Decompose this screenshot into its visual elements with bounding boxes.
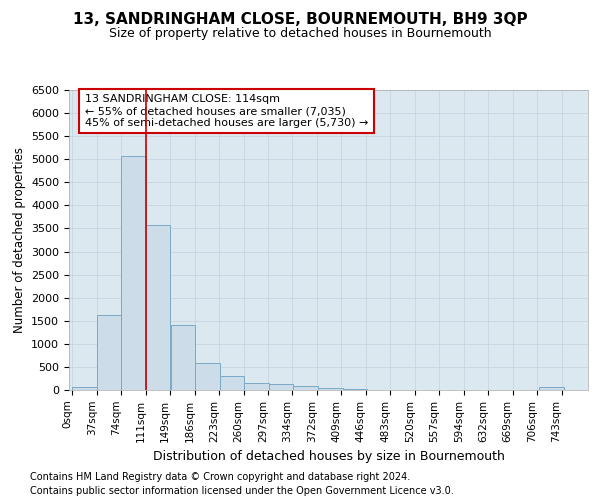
X-axis label: Distribution of detached houses by size in Bournemouth: Distribution of detached houses by size …: [152, 450, 505, 463]
Bar: [195, 363, 220, 390]
Bar: [318, 388, 343, 390]
Text: Size of property relative to detached houses in Bournemouth: Size of property relative to detached ho…: [109, 28, 491, 40]
Text: Contains HM Land Registry data © Crown copyright and database right 2024.: Contains HM Land Registry data © Crown c…: [30, 472, 410, 482]
Text: 13 SANDRINGHAM CLOSE: 114sqm
← 55% of detached houses are smaller (7,035)
45% of: 13 SANDRINGHAM CLOSE: 114sqm ← 55% of de…: [85, 94, 368, 128]
Y-axis label: Number of detached properties: Number of detached properties: [13, 147, 26, 333]
Bar: [343, 388, 367, 390]
Text: 13, SANDRINGHAM CLOSE, BOURNEMOUTH, BH9 3QP: 13, SANDRINGHAM CLOSE, BOURNEMOUTH, BH9 …: [73, 12, 527, 28]
Bar: [146, 225, 170, 390]
Bar: [269, 384, 293, 390]
Text: Contains public sector information licensed under the Open Government Licence v3: Contains public sector information licen…: [30, 486, 454, 496]
Bar: [171, 326, 195, 390]
Bar: [220, 376, 244, 390]
Bar: [73, 387, 97, 390]
Bar: [244, 383, 269, 390]
Bar: [539, 388, 563, 390]
Bar: [97, 315, 121, 390]
Bar: [121, 156, 146, 390]
Bar: [293, 386, 317, 390]
